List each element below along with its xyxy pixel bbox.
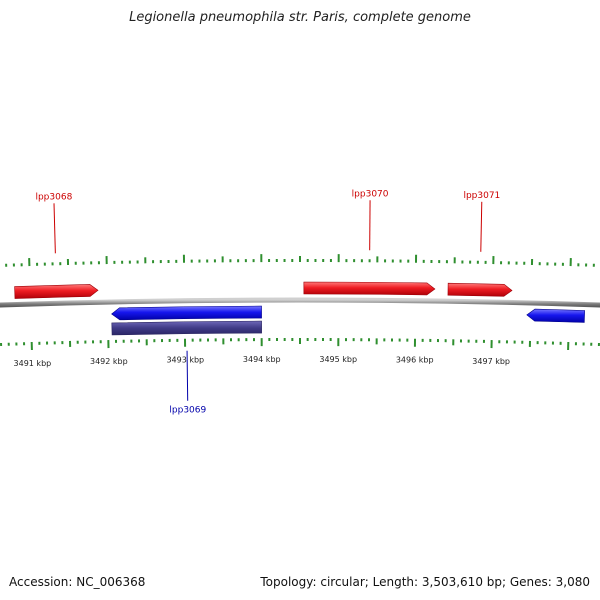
accession-text: Accession: NC_006368 xyxy=(9,575,146,589)
gene-arrow-lpp3069 xyxy=(111,305,262,321)
label-leader-lpp3071 xyxy=(480,201,483,252)
axis-tick-label: 3495 kbp xyxy=(319,355,357,364)
gene-label-lpp3070: lpp3070 xyxy=(352,189,389,199)
axis-tick-label: 3492 kbp xyxy=(90,357,128,366)
gene-label-lpp3071: lpp3071 xyxy=(463,191,500,201)
gene-label-lpp3069: lpp3069 xyxy=(169,406,206,416)
genome-summary-text: Topology: circular; Length: 3,503,610 bp… xyxy=(260,575,590,589)
axis-tick-labels: 3491 kbp 3492 kbp 3493 kbp 3494 kbp 3495 kbp… xyxy=(14,355,510,368)
genome-backbone xyxy=(0,297,600,308)
gene-arrow-lpp3069-dark xyxy=(111,320,262,336)
inner-tick-marks xyxy=(0,338,600,351)
axis-tick-label: 3491 kbp xyxy=(14,359,52,368)
outer-tick-marks xyxy=(5,254,595,267)
genome-title: Legionella pneumophila str. Paris, compl… xyxy=(129,10,471,25)
axis-tick-label: 3493 kbp xyxy=(166,356,204,365)
gene-arrow-g-right-blue xyxy=(526,308,585,323)
gene-label-lpp3068: lpp3068 xyxy=(35,192,72,202)
gene-arrow-lpp3070 xyxy=(303,281,436,296)
axis-tick-label: 3494 kbp xyxy=(243,355,281,364)
label-leader-lpp3069 xyxy=(186,350,189,401)
axis-tick-label: 3497 kbp xyxy=(472,357,510,366)
gene-label-leaders xyxy=(53,200,483,401)
gene-features xyxy=(14,281,585,336)
label-leader-lpp3068 xyxy=(53,203,56,254)
gene-arrow-lpp3068 xyxy=(14,284,99,299)
gene-arrow-lpp3071 xyxy=(447,282,513,297)
gene-labels: lpp3068 lpp3069 lpp3070 lpp3071 xyxy=(35,189,500,415)
axis-tick-label: 3496 kbp xyxy=(396,356,434,365)
